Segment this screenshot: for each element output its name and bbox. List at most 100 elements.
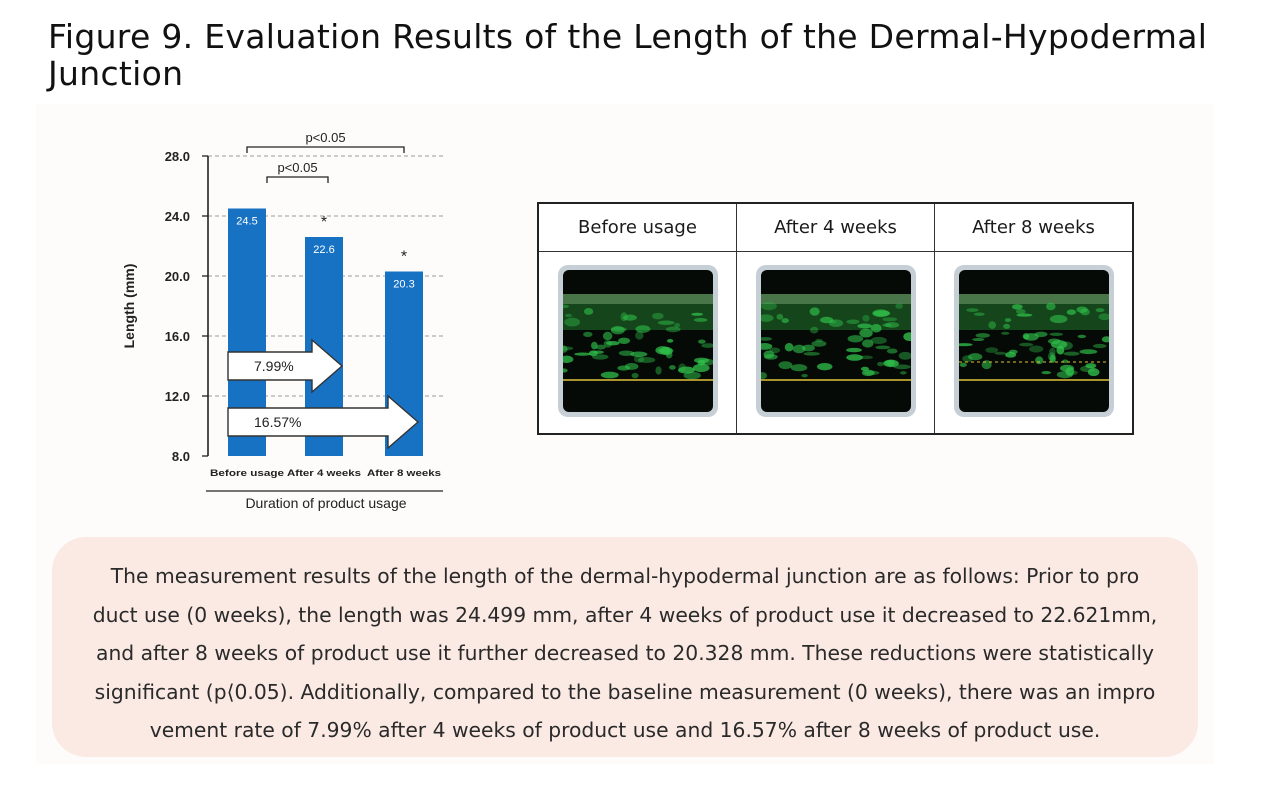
tissue-speckle	[637, 356, 655, 363]
tissue-speckle	[973, 312, 985, 316]
tissue-speckle	[563, 317, 580, 327]
tissue-speckle	[562, 345, 573, 350]
tissue-speckle	[1011, 303, 1023, 310]
tissue-speckle	[622, 314, 637, 321]
tissue-speckle	[1050, 339, 1067, 349]
bar-chart: 8.0 12.0 16.0 20.0 24.0 28.0 24.5 Before usage 2…	[121, 130, 445, 511]
tissue-speckle	[595, 344, 606, 350]
tissue-speckle	[677, 366, 695, 374]
y-axis-title: Length (mm)	[121, 264, 137, 349]
tissue-speckle	[899, 370, 907, 375]
tissue-speckle	[1028, 344, 1043, 353]
y-tick-label: 28.0	[165, 149, 190, 164]
ultrasound-image-before	[557, 264, 718, 417]
tissue-speckle	[760, 342, 772, 350]
tissue-speckle	[876, 361, 884, 366]
tissue-speckle	[847, 334, 863, 342]
improvement-arrow	[227, 338, 344, 394]
significance-star: *	[321, 214, 327, 231]
tissue-speckle	[629, 351, 647, 357]
tissue-speckle	[682, 371, 701, 379]
tissue-speckle	[673, 322, 680, 328]
tissue-speckle	[886, 348, 898, 354]
tissue-speckle	[870, 336, 887, 344]
tissue-speckle	[1023, 332, 1039, 341]
epidermis-band	[562, 293, 713, 304]
tissue-speckle	[1002, 323, 1010, 329]
tissue-speckle	[618, 349, 634, 356]
tissue-speckle	[846, 318, 859, 324]
epidermis-band	[760, 293, 911, 304]
tissue-speckle	[861, 338, 873, 348]
figure-title: Figure 9. Evaluation Results of the Leng…	[48, 17, 1208, 93]
tissue-speckle	[1018, 342, 1033, 346]
tissue-speckle	[603, 339, 612, 348]
tissue-speckle	[777, 360, 792, 369]
epidermis-band	[958, 293, 1109, 304]
tissue-speckle	[1004, 317, 1011, 322]
tissue-speckle	[692, 363, 710, 372]
tissue-speckle	[800, 373, 808, 377]
cell-scan-before	[537, 251, 737, 435]
tissue-speckle	[881, 322, 892, 327]
x-tick-label: After 4 weeks	[287, 468, 361, 479]
tissue-speckle	[562, 367, 568, 373]
tissue-speckle	[564, 313, 572, 317]
tissue-speckle	[958, 342, 973, 346]
tissue-speckle	[562, 304, 569, 308]
tissue-speckle	[858, 328, 873, 338]
tissue-speckle	[861, 369, 875, 376]
tissue-speckle	[617, 337, 630, 344]
tissue-speckle	[700, 342, 713, 348]
tissue-speckle	[810, 340, 826, 347]
tissue-speckle	[1064, 366, 1074, 376]
tissue-speckle	[959, 362, 967, 367]
scan-background	[958, 269, 1109, 412]
tissue-speckle	[861, 314, 870, 322]
tissue-speckle	[588, 349, 598, 356]
tissue-speckle	[971, 337, 984, 341]
tissue-speckle	[872, 309, 890, 316]
summary-line: vement rate of 7.99% after 4 weeks of pr…	[149, 718, 1101, 743]
tissue-speckle	[1049, 354, 1056, 363]
improvement-label: 7.99%	[254, 358, 294, 374]
ultrasound-scan	[760, 269, 911, 412]
significance-star: *	[401, 249, 407, 266]
tissue-speckle	[590, 341, 598, 349]
tissue-speckle	[1034, 355, 1043, 364]
tissue-speckle	[1062, 351, 1080, 356]
header-after-8-weeks: After 8 weeks	[934, 202, 1134, 252]
header-after-4-weeks: After 4 weeks	[736, 202, 935, 252]
tissue-speckle	[1087, 367, 1099, 376]
summary-line: and after 8 weeks of product use it furt…	[96, 641, 1154, 666]
tissue-speckle	[666, 338, 673, 343]
tissue-speckle	[600, 371, 619, 378]
summary-line: significant (p⟨0.05). Additionally, comp…	[94, 679, 1156, 704]
tissue-speckle	[1008, 349, 1018, 354]
ultrasound-scan	[562, 269, 713, 412]
ultrasound-image-8-weeks	[953, 264, 1114, 417]
significance-bracket	[246, 146, 405, 153]
y-tick-label: 8.0	[172, 449, 190, 464]
tissue-speckle	[1047, 351, 1056, 361]
summary-box: The measurement results of the length of…	[52, 537, 1198, 757]
tissue-speckle	[633, 354, 644, 363]
tissue-speckle	[651, 312, 664, 319]
tissue-speckle	[1049, 332, 1063, 336]
tissue-speckle	[1075, 305, 1088, 313]
skin-image-comparison: Before usage After 4 weeks After 8 weeks	[537, 202, 1134, 435]
tissue-speckle	[699, 358, 713, 365]
y-tick-label: 12.0	[165, 389, 190, 404]
tissue-speckle	[898, 351, 911, 360]
tissue-speckle	[801, 344, 815, 351]
significance-bracket	[266, 176, 329, 183]
summary-line: The measurement results of the length of…	[110, 564, 1140, 588]
tissue-speckle	[1015, 313, 1032, 317]
tissue-speckle	[562, 355, 573, 363]
tissue-speckle	[781, 317, 789, 323]
improvement-arrow	[227, 394, 420, 450]
tissue-speckle	[573, 352, 591, 356]
tissue-speckle	[784, 342, 794, 351]
tissue-speckle	[993, 351, 1006, 355]
tissue-speckle	[1049, 314, 1067, 323]
